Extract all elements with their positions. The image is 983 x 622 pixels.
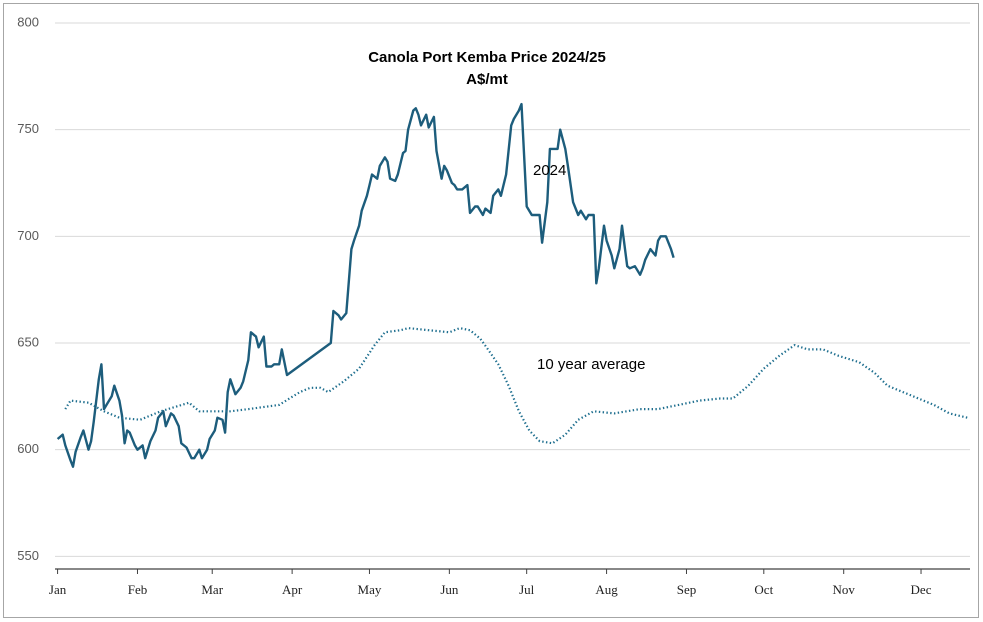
x-tick-label: Jul — [519, 582, 535, 597]
chart-title: Canola Port Kemba Price 2024/25 — [368, 49, 606, 66]
chart-frame — [3, 3, 979, 618]
x-tick-label: Mar — [201, 582, 223, 597]
x-tick-label: Jun — [440, 582, 459, 597]
y-tick-label: 750 — [17, 121, 39, 136]
x-tick-label: Feb — [128, 582, 148, 597]
x-tick-label: Aug — [595, 582, 618, 597]
x-tick-label: May — [358, 582, 382, 597]
x-tick-label: Jan — [49, 582, 67, 597]
y-tick-label: 550 — [17, 548, 39, 563]
series-line — [56, 102, 675, 468]
y-tick-label: 800 — [17, 14, 39, 29]
y-tick-label: 650 — [17, 334, 39, 349]
x-tick-label: Oct — [754, 582, 773, 597]
y-tick-label: 600 — [17, 441, 39, 456]
x-tick-label: Apr — [282, 582, 303, 597]
y-tick-label: 700 — [17, 228, 39, 243]
annotation: 10 year average — [537, 356, 645, 373]
chart-subtitle: A$/mt — [466, 71, 508, 88]
x-tick-label: Sep — [677, 582, 697, 597]
annotation: 2024 — [533, 162, 566, 179]
x-tick-label: Dec — [911, 582, 932, 597]
series-line — [64, 327, 968, 445]
x-tick-label: Nov — [833, 582, 856, 597]
